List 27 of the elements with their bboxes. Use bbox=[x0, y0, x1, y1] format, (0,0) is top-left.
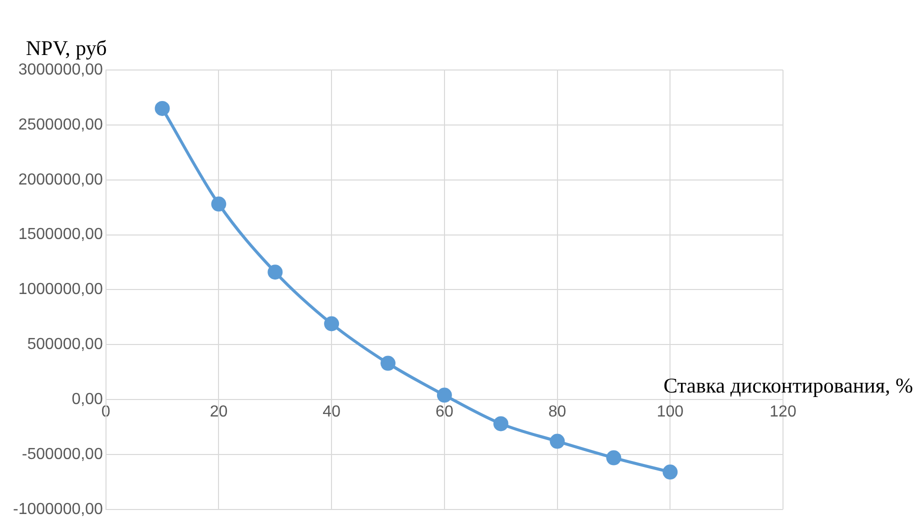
x-tick-label: 20 bbox=[210, 404, 228, 421]
x-tick-label: 60 bbox=[436, 404, 454, 421]
point bbox=[436, 388, 452, 403]
point bbox=[493, 416, 508, 432]
point bbox=[324, 316, 340, 332]
y-tick-label: 3000000,00 bbox=[18, 61, 103, 78]
y-tick-label: 2000000,00 bbox=[18, 171, 103, 188]
y-tick-label: -500000,00 bbox=[22, 446, 103, 463]
y-tick-label: 1500000,00 bbox=[18, 226, 103, 244]
point bbox=[380, 356, 396, 371]
point bbox=[154, 100, 170, 116]
x-tick-label: 40 bbox=[322, 404, 341, 421]
x-axis-title: Ставка дисконтирования, % bbox=[664, 374, 913, 398]
y-tick-label: 0,00 bbox=[72, 390, 103, 408]
y-tick-label: 2500000,00 bbox=[18, 116, 103, 134]
point bbox=[211, 196, 226, 212]
point bbox=[550, 434, 565, 449]
y-tick-label: 1000000,00 bbox=[18, 281, 103, 298]
point bbox=[606, 450, 622, 466]
point bbox=[268, 264, 283, 280]
y-tick-label: -1000000,00 bbox=[13, 500, 103, 518]
y-tick-label: 500000,00 bbox=[27, 336, 103, 354]
point bbox=[662, 464, 678, 480]
x-tick-label: 100 bbox=[656, 404, 684, 421]
x-tick-label: 80 bbox=[548, 404, 566, 421]
y-axis-title: NPV, руб bbox=[26, 36, 107, 60]
x-tick-label: 120 bbox=[770, 404, 796, 421]
